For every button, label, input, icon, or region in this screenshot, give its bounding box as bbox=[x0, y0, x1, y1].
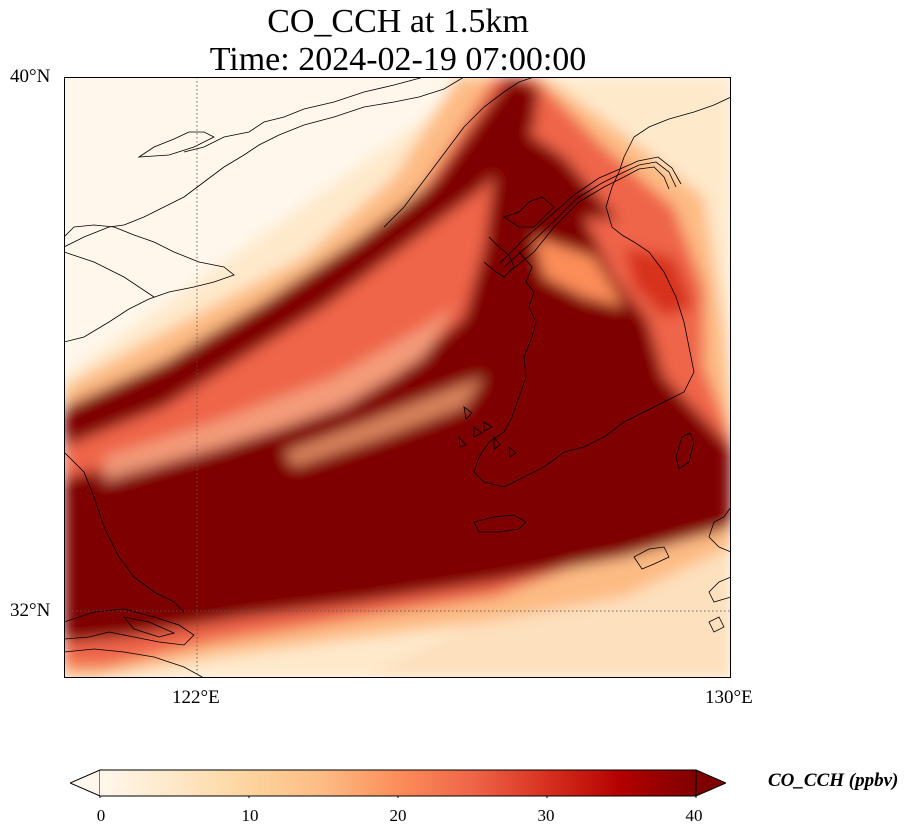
map-subtitle-time: Time: 2024-02-19 07:00:00 bbox=[209, 41, 587, 78]
colorbar-gradient bbox=[100, 770, 696, 796]
colorbar-extend-high bbox=[695, 769, 726, 797]
coastlines bbox=[64, 77, 731, 678]
map-plot bbox=[64, 77, 731, 678]
map-title: CO_CCH at 1.5km bbox=[267, 3, 529, 40]
gridlines bbox=[64, 77, 731, 678]
colorbar-tick-40: 40 bbox=[685, 806, 703, 825]
colorbar-tick-20: 20 bbox=[389, 806, 407, 825]
colorbar bbox=[70, 769, 726, 798]
co-concentration-field bbox=[64, 77, 731, 678]
colorbar-tick-10: 10 bbox=[241, 806, 259, 825]
map-frame bbox=[64, 77, 731, 678]
lon-label-122e: 122°E bbox=[172, 687, 220, 708]
colorbar-tick-0: 0 bbox=[96, 806, 106, 825]
colorbar-label: CO_CCH (ppbv) bbox=[768, 770, 899, 791]
colorbar-extend-low bbox=[70, 769, 101, 797]
colorbar-tick-30: 30 bbox=[537, 806, 555, 825]
lat-label-40n: 40°N bbox=[10, 66, 51, 87]
lat-label-32n: 32°N bbox=[10, 600, 51, 621]
lon-label-130e: 130°E bbox=[705, 687, 753, 708]
